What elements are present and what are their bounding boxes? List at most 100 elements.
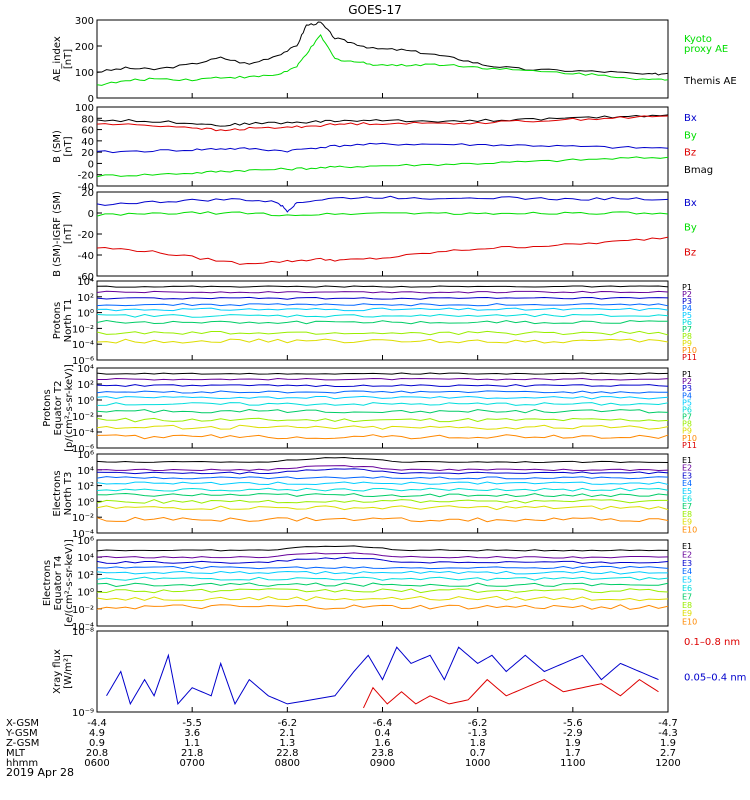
legend-label: Bx [684,113,697,124]
channel-line [96,377,669,381]
legend-label: E2 [682,550,692,559]
ephem-label: hhmm [6,758,38,769]
series-line-bsm [96,156,669,178]
channel-line [96,565,669,570]
channel-line [96,290,669,294]
ytick-label: -60 [78,272,94,283]
legend-label: E7 [682,592,692,601]
legend-label: P8 [682,332,692,341]
legend-label: P9 [682,339,692,348]
legend-label: P1 [682,283,692,292]
legend-label: Themis AE [683,76,737,87]
legend-label: P4 [682,304,692,313]
ytick-label: 100 [75,103,94,114]
channel-line [96,390,669,394]
legend-label: P10 [682,346,697,355]
legend-label: E10 [682,618,697,627]
legend-label: P3 [682,384,692,393]
ytick-label: 10² [77,293,94,304]
ephem-value: -2.9 [563,728,583,739]
ytick-label: 10⁻⁴ [72,622,94,633]
ytick-label: 0 [88,209,94,220]
ytick-label: 100 [75,68,94,79]
ytick-label: 10⁶ [77,536,94,547]
series-line-ae [96,21,669,76]
channel-line [96,285,669,288]
legend-label: P9 [682,427,692,436]
series-line-bigrf [96,236,669,265]
ytick-label: 60 [81,126,94,137]
ytick-label: 10⁰ [77,588,94,599]
ylabel-line: [nT] [63,49,74,69]
channel-line [96,499,669,504]
ytick-label: 10⁴ [77,466,94,477]
legend-label: P5 [682,398,692,407]
ephem-value: 0800 [275,758,300,769]
legend-label: P11 [682,353,697,362]
channel-line [96,384,669,388]
legend-label: P7 [682,325,692,334]
ephem-value: 0600 [84,758,109,769]
ylabel-line: AE_index [52,36,63,82]
legend-label: P5 [682,311,692,320]
date-label: 2019 Apr 28 [6,766,74,779]
channel-line [96,576,669,581]
series-line-bsm [96,114,669,127]
channel-line [96,545,669,552]
ylabel-line: [W/m²] [63,654,74,689]
ephem-value: -6.4 [373,718,393,729]
ytick-label: 10² [77,380,94,391]
ytick-label: 10⁻⁸ [72,627,94,638]
ylabel-line: [e/(cm²-s-sr-keV)] [64,539,75,627]
channel-line [96,492,669,498]
ylabel-line: Protons [52,302,63,339]
ephem-value: 2.1 [279,728,295,739]
ylabel-line: [nT] [63,224,74,244]
channel-line [96,330,669,336]
ephem-label: X-GSM [6,718,39,729]
ytick-label: -40 [78,251,94,262]
ylabel-line: B (SM) [52,130,63,163]
channel-line [96,417,669,423]
ylabel-line: [p/(cm²-s-sr-keV)] [64,364,75,452]
ytick-label: 10⁻² [72,324,94,335]
ephem-value: 0.9 [89,738,105,749]
legend-label: E3 [682,559,692,568]
series-line-bsm [96,115,669,132]
ylabel-line: North T3 [63,472,74,516]
ytick-label: 80 [81,114,94,125]
channel-line [96,409,669,414]
legend-label: P11 [682,441,697,450]
legend-label: E3 [682,471,692,480]
legend-label: E7 [682,502,692,511]
ylabel-line: Equator T4 [53,556,64,611]
channel-line [96,434,669,440]
ytick-label: 10⁶ [77,450,94,461]
legend-label: E2 [682,464,692,473]
ylabel-elecT4: ElectronsEquator T4[e/(cm²-s-sr-keV)] [42,539,75,627]
ephem-value: 1.9 [660,738,676,749]
channel-line [96,296,669,300]
channel-line [96,313,669,318]
ytick-label: 10⁻⁴ [72,529,94,540]
channel-line [96,476,669,480]
ephem-label: MLT [6,748,26,759]
ytick-label: 10⁴ [77,364,94,375]
channel-line [96,556,669,564]
channel-line [96,424,669,430]
ephem-value: 1.7 [565,748,581,759]
ephem-value: 0.4 [375,728,391,739]
panel-frame-xray [96,630,669,713]
series-line-xray [363,678,659,709]
ytick-label: 10⁻² [72,412,94,423]
ephem-value: 1.9 [565,738,581,749]
ytick-label: -40 [78,182,94,193]
ephem-value: 0700 [179,758,204,769]
ylabel-bsm: B (SM)[nT] [52,130,74,163]
legend-label: P3 [682,297,692,306]
ylabel-protT1: ProtonsNorth T1 [52,299,74,343]
ytick-label: 10⁴ [77,277,94,288]
channel-line [96,604,669,610]
channel-line [96,465,669,472]
